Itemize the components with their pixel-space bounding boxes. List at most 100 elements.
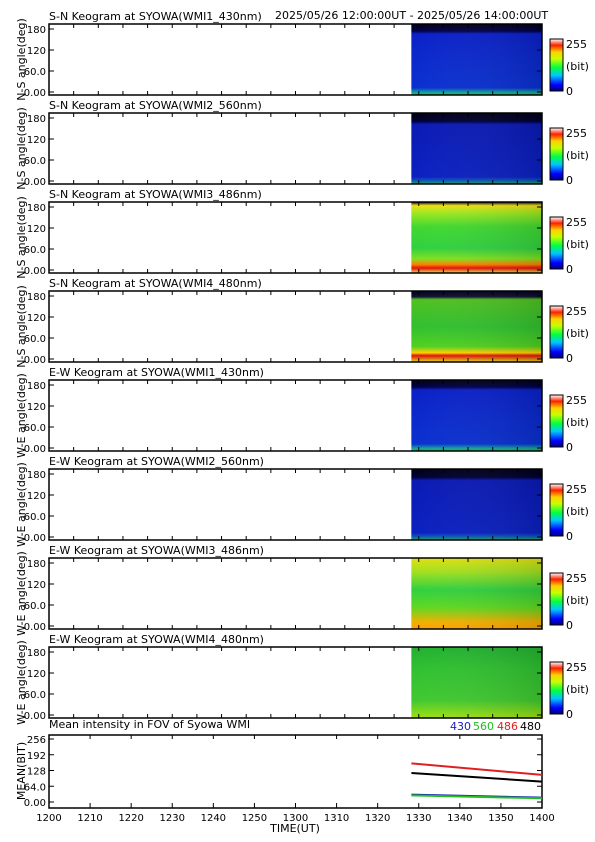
mean-intensity-panel: Mean intensity in FOV of Syowa WMI 430 5… bbox=[15, 718, 555, 835]
keogram-panels: S-N Keogram at SYOWA(WMI1_430nm) N-S angl… bbox=[15, 10, 589, 725]
x-tick-label: 1310 bbox=[324, 813, 349, 824]
y-tick-label: 0.00 bbox=[24, 711, 46, 722]
colorbar-gradient bbox=[549, 127, 564, 181]
keogram-panel: E-W Keogram at SYOWA(WMI1_430nm) W-E angl… bbox=[15, 366, 589, 458]
keogram-shading bbox=[411, 113, 542, 184]
colorbar-unit: (bit) bbox=[566, 327, 589, 340]
y-tick-label: 192 bbox=[27, 751, 46, 762]
colorbar-gradient bbox=[549, 305, 564, 359]
panel-y-label: N-S angle(deg) bbox=[15, 196, 28, 279]
keogram-shading bbox=[411, 558, 542, 629]
panel-y-label: W-E angle(deg) bbox=[15, 640, 28, 725]
colorbar: 255 (bit) 0 bbox=[549, 305, 589, 365]
y-tick-label: 180 bbox=[27, 470, 46, 481]
panel-y-label: N-S angle(deg) bbox=[15, 107, 28, 190]
x-axis-label: TIME(UT) bbox=[269, 822, 320, 835]
panel-title: S-N Keogram at SYOWA(WMI3_486nm) bbox=[49, 188, 262, 201]
colorbar-unit: (bit) bbox=[566, 238, 589, 251]
y-tick-label: 120 bbox=[27, 46, 46, 57]
colorbar-unit: (bit) bbox=[566, 416, 589, 429]
mean-intensity-title: Mean intensity in FOV of Syowa WMI bbox=[49, 718, 250, 731]
y-tick-label: 60.0 bbox=[24, 334, 46, 345]
panel-title: E-W Keogram at SYOWA(WMI4_480nm) bbox=[49, 633, 264, 646]
y-tick-label: 0.00 bbox=[24, 798, 46, 809]
y-tick-label: 0.00 bbox=[24, 88, 46, 99]
legend-430: 430 bbox=[450, 720, 471, 733]
y-tick-label: 0.00 bbox=[24, 355, 46, 366]
panel-title: E-W Keogram at SYOWA(WMI1_430nm) bbox=[49, 366, 264, 379]
y-tick-label: 180 bbox=[27, 292, 46, 303]
colorbar-unit: (bit) bbox=[566, 60, 589, 73]
keogram-shading bbox=[411, 469, 542, 540]
panel-title: S-N Keogram at SYOWA(WMI4_480nm) bbox=[49, 277, 262, 290]
y-tick-label: 128 bbox=[27, 767, 46, 778]
y-tick-label: 120 bbox=[27, 491, 46, 502]
colorbar: 255 (bit) 0 bbox=[549, 483, 589, 543]
colorbar: 255 (bit) 0 bbox=[549, 38, 589, 98]
colorbar-min: 0 bbox=[566, 85, 573, 98]
colorbar-unit: (bit) bbox=[566, 505, 589, 518]
series-line-486 bbox=[411, 762, 543, 776]
colorbar: 255 (bit) 0 bbox=[549, 394, 589, 454]
series-lines bbox=[411, 762, 543, 800]
x-tick-label: 1300 bbox=[283, 813, 308, 824]
y-tick-label: 60.0 bbox=[24, 601, 46, 612]
y-tick-label: 60.0 bbox=[24, 156, 46, 167]
x-tick-label: 1230 bbox=[160, 813, 185, 824]
x-ticks: 1200 1210 1220 1230 1240 1250 1300 1310 1320 1330… bbox=[36, 735, 555, 824]
y-tick-label: 180 bbox=[27, 648, 46, 659]
keogram-panel: S-N Keogram at SYOWA(WMI1_430nm) N-S angl… bbox=[15, 10, 589, 101]
x-tick-label: 1210 bbox=[77, 813, 102, 824]
keogram-shading bbox=[411, 647, 542, 718]
colorbar-gradient bbox=[549, 38, 564, 92]
y-tick-label: 120 bbox=[27, 313, 46, 324]
y-tick-label: 120 bbox=[27, 402, 46, 413]
y-tick-label: 64.0 bbox=[24, 782, 46, 793]
time-range-label: 2025/05/26 12:00:00UT - 2025/05/26 14:00… bbox=[275, 9, 548, 22]
y-tick-label: 180 bbox=[27, 203, 46, 214]
series-line-560 bbox=[411, 794, 543, 800]
colorbar-min: 0 bbox=[566, 174, 573, 187]
y-tick-label: 60.0 bbox=[24, 423, 46, 434]
panel-title: E-W Keogram at SYOWA(WMI2_560nm) bbox=[49, 455, 264, 468]
panel-title: E-W Keogram at SYOWA(WMI3_486nm) bbox=[49, 544, 264, 557]
colorbar-max: 255 bbox=[566, 127, 587, 140]
x-tick-label: 1350 bbox=[488, 813, 513, 824]
y-tick-label: 60.0 bbox=[24, 67, 46, 78]
y-tick-label: 60.0 bbox=[24, 512, 46, 523]
colorbar-max: 255 bbox=[566, 305, 587, 318]
y-tick-label: 180 bbox=[27, 25, 46, 36]
y-tick-label: 180 bbox=[27, 559, 46, 570]
colorbar-max: 255 bbox=[566, 661, 587, 674]
y-tick-label: 180 bbox=[27, 381, 46, 392]
y-tick-label: 0.00 bbox=[24, 533, 46, 544]
x-tick-label: 1240 bbox=[201, 813, 226, 824]
y-tick-label: 60.0 bbox=[24, 245, 46, 256]
colorbar-gradient bbox=[549, 661, 564, 715]
keogram-shading bbox=[411, 380, 542, 451]
colorbar-min: 0 bbox=[566, 352, 573, 365]
keogram-panel: E-W Keogram at SYOWA(WMI4_480nm) W-E angl… bbox=[15, 633, 589, 725]
colorbar-gradient bbox=[549, 216, 564, 270]
x-tick-label: 1340 bbox=[447, 813, 472, 824]
y-tick-label: 180 bbox=[27, 114, 46, 125]
colorbar: 255 (bit) 0 bbox=[549, 216, 589, 276]
colorbar-gradient bbox=[549, 483, 564, 537]
colorbar-max: 255 bbox=[566, 38, 587, 51]
legend-560: 560 bbox=[473, 720, 494, 733]
keogram-shading bbox=[411, 202, 542, 273]
colorbar-min: 0 bbox=[566, 530, 573, 543]
y-ticks: 0.00 64.0 128 192 256 bbox=[24, 735, 542, 809]
keogram-panel: S-N Keogram at SYOWA(WMI2_560nm) N-S angl… bbox=[15, 99, 589, 190]
x-tick-label: 1330 bbox=[406, 813, 431, 824]
colorbar-gradient bbox=[549, 572, 564, 626]
keogram-panel: E-W Keogram at SYOWA(WMI3_486nm) W-E angl… bbox=[15, 544, 589, 636]
keogram-shading bbox=[411, 291, 542, 362]
y-tick-label: 120 bbox=[27, 669, 46, 680]
y-tick-label: 0.00 bbox=[24, 622, 46, 633]
legend-480: 480 bbox=[520, 720, 541, 733]
colorbar-unit: (bit) bbox=[566, 594, 589, 607]
colorbar: 255 (bit) 0 bbox=[549, 572, 589, 632]
y-tick-label: 0.00 bbox=[24, 444, 46, 455]
